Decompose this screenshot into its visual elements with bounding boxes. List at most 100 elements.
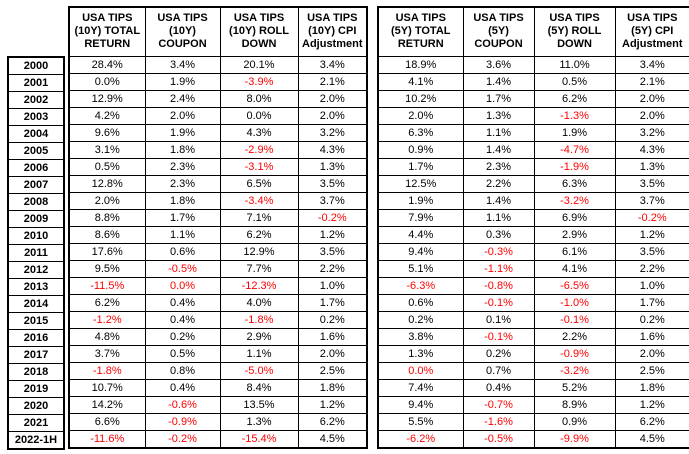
value-cell: 6.5% [219, 174, 299, 193]
column-header-line: (5Y) CPI [631, 25, 674, 38]
column-header-line: USA TIPS [157, 12, 208, 25]
table-row: 2009 [7, 210, 65, 228]
table-row: 0.9% 1.4% -4.7% 4.3% [377, 140, 689, 159]
table-row: 2012 [7, 261, 65, 279]
value-cell: -0.8% [462, 276, 535, 295]
column-header-line: Adjustment [622, 38, 683, 51]
value-cell: 0.2% [144, 327, 221, 346]
value-cell: 2.3% [144, 157, 221, 176]
value-cell: 6.2% [219, 225, 299, 244]
value-cell: 3.5% [297, 174, 368, 193]
value-cell: -6.2% [377, 429, 464, 448]
table-row: 4.4% 0.3% 2.9% 1.2% [377, 225, 689, 244]
value-cell: 0.4% [144, 310, 221, 329]
value-cell: 1.7% [297, 293, 368, 312]
value-cell: 10.7% [68, 378, 146, 397]
value-cell: 3.2% [614, 123, 689, 142]
value-cell: 4.2% [68, 106, 146, 125]
column-header: USA TIPS (5Y) ROLL DOWN [533, 6, 616, 57]
table-row: 2001 [7, 74, 65, 92]
value-cell: 2.0% [68, 191, 146, 210]
year-label: 2020 [7, 397, 65, 415]
value-cell: -1.1% [462, 259, 535, 278]
value-cell: 5.2% [533, 378, 616, 397]
value-cell: 0.3% [462, 225, 535, 244]
table-row: 2021 [7, 414, 65, 432]
tips-10y-table: USA TIPS (10Y) TOTAL RETURN USA TIPS (10Y) CO… [68, 6, 368, 449]
column-header: USA TIPS (5Y) CPI Adjustment [614, 6, 689, 57]
table-row: 2014 [7, 295, 65, 313]
value-cell: 10.2% [377, 89, 464, 108]
year-label: 2012 [7, 261, 65, 279]
value-cell: 1.3% [219, 412, 299, 431]
value-cell: 1.6% [614, 327, 689, 346]
value-cell: 7.4% [377, 378, 464, 397]
value-cell: 0.2% [377, 310, 464, 329]
value-cell: -1.3% [533, 106, 616, 125]
value-cell: -1.6% [462, 412, 535, 431]
column-header-line: DOWN [241, 38, 277, 51]
value-cell: 2.0% [614, 89, 689, 108]
value-cell: -3.4% [219, 191, 299, 210]
value-cell: -3.1% [219, 157, 299, 176]
table-row: 2008 [7, 193, 65, 211]
value-cell: 2.9% [533, 225, 616, 244]
value-cell: 0.0% [144, 276, 221, 295]
table-row: 8.6% 1.1% 6.2% 1.2% [68, 225, 368, 244]
value-cell: 0.4% [462, 378, 535, 397]
value-cell: 1.1% [462, 123, 535, 142]
table-row: 1.3% 0.2% -0.9% 2.0% [377, 344, 689, 363]
value-cell: 3.4% [144, 55, 221, 74]
value-cell: 2.0% [144, 106, 221, 125]
column-header-line: (10Y) [169, 25, 196, 38]
value-cell: -6.3% [377, 276, 464, 295]
value-cell: 1.2% [297, 225, 368, 244]
value-cell: 5.1% [377, 259, 464, 278]
value-cell: 3.5% [614, 174, 689, 193]
table-row: 0.0% 0.7% -3.2% 2.5% [377, 361, 689, 380]
table-row: 3.7% 0.5% 1.1% 2.0% [68, 344, 368, 363]
value-cell: 3.1% [68, 140, 146, 159]
value-cell: 2.5% [614, 361, 689, 380]
year-column-header-spacer [7, 6, 63, 56]
year-label: 2008 [7, 193, 65, 211]
table-row: -6.3% -0.8% -6.5% 1.0% [377, 276, 689, 295]
value-cell: 2.0% [297, 89, 368, 108]
table-row: 12.5% 2.2% 6.3% 3.5% [377, 174, 689, 193]
value-cell: 2.0% [614, 106, 689, 125]
value-cell: 1.9% [377, 191, 464, 210]
table-row: 2017 [7, 346, 65, 364]
value-cell: 1.1% [462, 208, 535, 227]
value-cell: 0.5% [144, 344, 221, 363]
value-cell: 2.4% [144, 89, 221, 108]
table-row: 2002 [7, 91, 65, 109]
value-cell: 6.1% [533, 242, 616, 261]
value-cell: 1.7% [614, 293, 689, 312]
value-cell: 1.3% [377, 344, 464, 363]
value-cell: 1.9% [533, 123, 616, 142]
value-cell: -1.0% [533, 293, 616, 312]
column-header-line: (10Y) ROLL [229, 25, 289, 38]
value-cell: 0.4% [144, 293, 221, 312]
value-cell: -0.5% [462, 429, 535, 448]
column-header: USA TIPS (10Y) CPI Adjustment [297, 6, 368, 57]
value-cell: -0.9% [144, 412, 221, 431]
table-row: 2000 [7, 56, 65, 75]
table-row: -1.8% 0.8% -5.0% 2.5% [68, 361, 368, 380]
value-cell: 1.4% [462, 140, 535, 159]
value-cell: 3.7% [614, 191, 689, 210]
value-cell: -15.4% [219, 429, 299, 448]
value-cell: 1.3% [297, 157, 368, 176]
value-cell: 4.5% [297, 429, 368, 448]
value-cell: 11.0% [533, 55, 616, 74]
value-cell: 0.9% [533, 412, 616, 431]
value-cell: -1.2% [68, 310, 146, 329]
value-cell: 2.2% [297, 259, 368, 278]
table-row: 6.6% -0.9% 1.3% 6.2% [68, 412, 368, 431]
column-header-line: (5Y) TOTAL [391, 25, 451, 38]
value-cell: 1.1% [219, 344, 299, 363]
value-cell: -3.2% [533, 361, 616, 380]
year-label: 2011 [7, 244, 65, 262]
value-cell: 2.0% [297, 106, 368, 125]
value-cell: 2.9% [219, 327, 299, 346]
